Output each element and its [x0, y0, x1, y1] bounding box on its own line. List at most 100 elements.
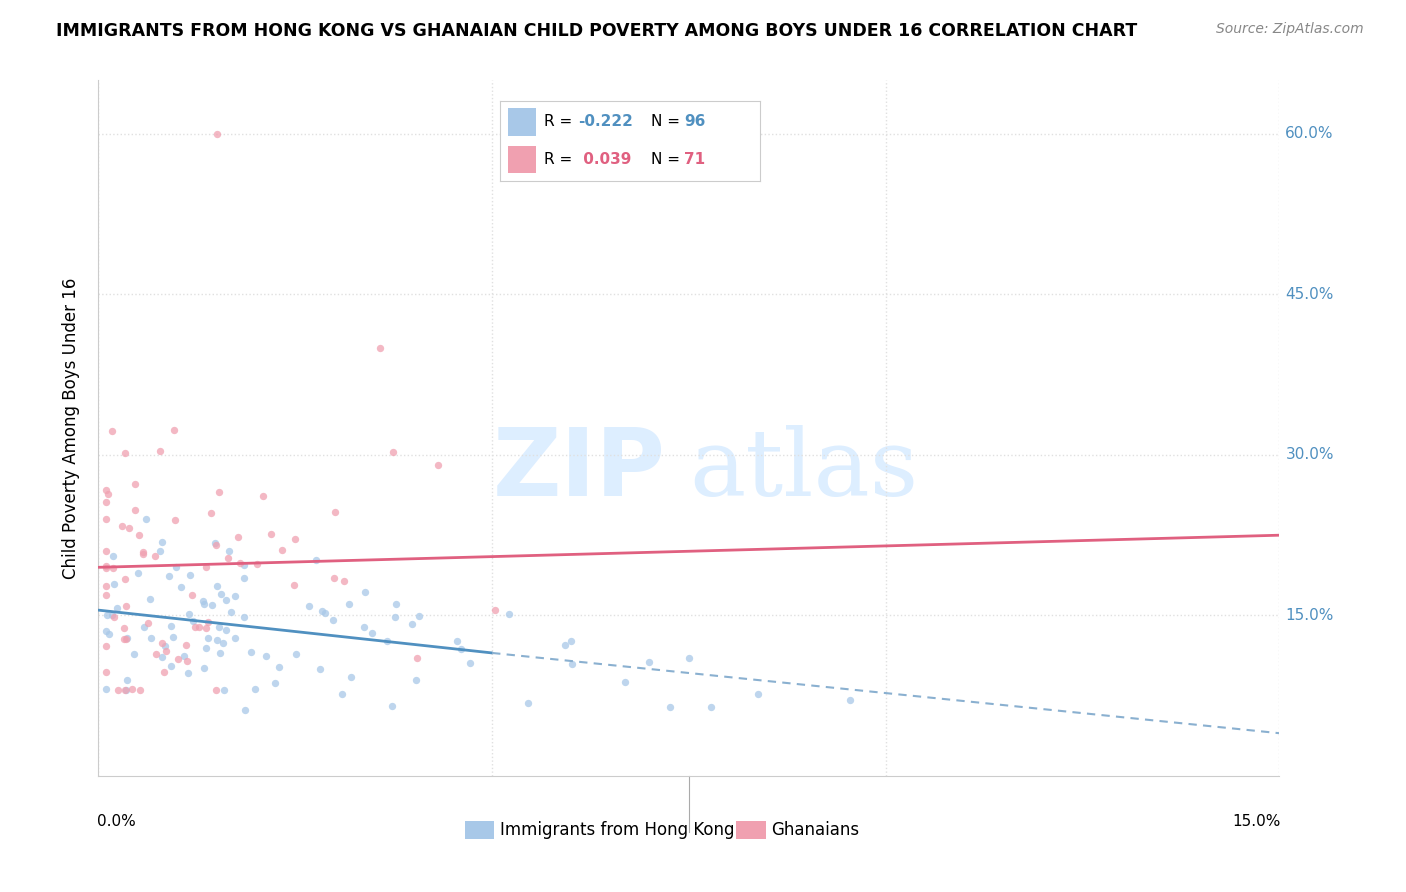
Point	[298, 599, 321, 613]
Point	[224, 589, 246, 603]
Point	[314, 607, 336, 621]
Point	[162, 630, 184, 644]
Point	[197, 631, 219, 645]
Point	[205, 538, 228, 552]
Point	[209, 586, 232, 600]
Point	[165, 560, 187, 574]
Point	[200, 506, 222, 520]
Point	[560, 657, 582, 671]
Point	[155, 639, 177, 653]
Point	[173, 648, 195, 663]
Point	[107, 683, 129, 698]
Point	[131, 547, 153, 561]
Point	[103, 576, 125, 591]
Point	[838, 693, 860, 707]
Text: 45.0%: 45.0%	[1285, 287, 1334, 301]
Point	[205, 127, 228, 141]
Point	[239, 645, 262, 659]
Text: IMMIGRANTS FROM HONG KONG VS GHANAIAN CHILD POVERTY AMONG BOYS UNDER 16 CORRELAT: IMMIGRANTS FROM HONG KONG VS GHANAIAN CH…	[56, 22, 1137, 40]
Point	[176, 654, 198, 668]
Point	[162, 423, 184, 437]
Point	[96, 560, 118, 574]
Point	[96, 579, 118, 593]
Point	[150, 636, 173, 650]
Point	[219, 605, 242, 619]
Point	[271, 542, 294, 557]
Point	[747, 687, 769, 701]
Point	[208, 484, 231, 499]
Point	[139, 591, 162, 606]
Point	[188, 620, 211, 634]
Point	[132, 620, 155, 634]
Point	[157, 569, 180, 583]
Point	[141, 631, 163, 645]
Point	[128, 528, 150, 542]
Point	[408, 609, 430, 624]
Point	[96, 495, 118, 509]
Point	[700, 700, 723, 714]
Point	[150, 535, 173, 549]
Point	[323, 570, 346, 584]
Point	[226, 530, 249, 544]
Point	[149, 443, 172, 458]
Point	[450, 642, 472, 657]
Point	[205, 579, 228, 593]
Point	[160, 659, 183, 673]
FancyBboxPatch shape	[737, 822, 766, 838]
Text: 0.0%: 0.0%	[97, 814, 136, 830]
Point	[517, 696, 540, 710]
Point	[260, 526, 283, 541]
Point	[385, 597, 408, 611]
Point	[224, 631, 246, 645]
Point	[129, 683, 152, 698]
Point	[114, 572, 136, 586]
Point	[101, 607, 124, 622]
Point	[177, 665, 200, 680]
Point	[212, 682, 235, 697]
Point	[117, 673, 139, 687]
Point	[267, 660, 290, 674]
Point	[103, 560, 125, 574]
Point	[254, 649, 277, 664]
Point	[340, 670, 363, 684]
Point	[381, 445, 404, 459]
Point	[354, 585, 377, 599]
Point	[305, 553, 328, 567]
Point	[96, 624, 118, 639]
Point	[145, 647, 167, 661]
Point	[228, 556, 250, 570]
Point	[111, 519, 134, 533]
Point	[368, 342, 391, 356]
Point	[252, 489, 274, 503]
Text: Ghanaians: Ghanaians	[772, 821, 859, 838]
Point	[165, 513, 187, 527]
Point	[375, 633, 398, 648]
Point	[285, 647, 308, 661]
Point	[174, 638, 197, 652]
Point	[243, 681, 266, 696]
Point	[124, 503, 146, 517]
Point	[554, 638, 576, 652]
Point	[678, 651, 700, 665]
Point	[96, 665, 118, 680]
Point	[195, 641, 218, 656]
Point	[195, 622, 218, 636]
Point	[427, 458, 450, 472]
Point	[155, 643, 177, 657]
Point	[127, 566, 149, 580]
Y-axis label: Child Poverty Among Boys Under 16: Child Poverty Among Boys Under 16	[62, 277, 80, 579]
Point	[205, 632, 228, 647]
Point	[214, 623, 236, 637]
FancyBboxPatch shape	[464, 822, 494, 838]
Point	[97, 487, 120, 501]
Point	[114, 683, 136, 698]
Point	[458, 656, 481, 670]
Point	[211, 636, 233, 650]
Point	[384, 610, 406, 624]
Point	[96, 511, 118, 525]
Point	[193, 593, 215, 607]
Point	[360, 626, 382, 640]
Point	[160, 619, 183, 633]
Point	[124, 476, 146, 491]
Point	[232, 571, 254, 585]
